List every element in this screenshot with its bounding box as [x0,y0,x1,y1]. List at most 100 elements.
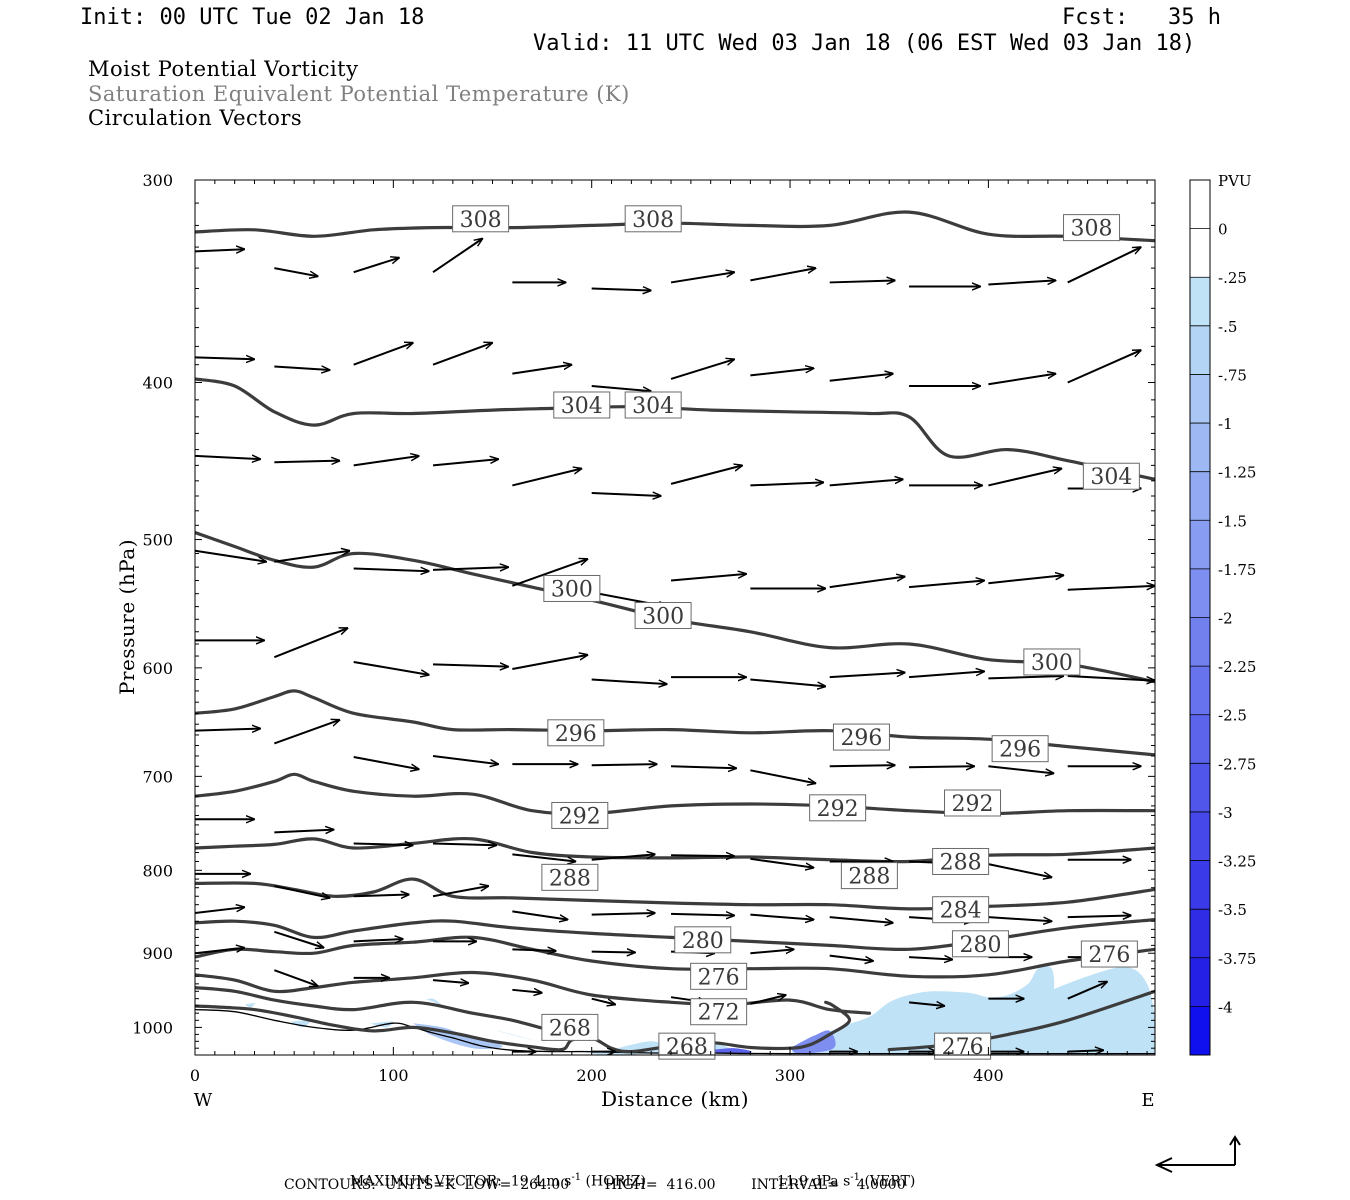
circulation-vector [432,754,498,764]
circulation-vector [988,280,1055,286]
circulation-vector [512,469,581,487]
colorbar-cell [1190,763,1210,812]
circulation-vector [908,581,984,589]
pv-region [244,1002,255,1008]
circulation-vector [671,855,734,856]
circulation-vector [432,664,508,666]
circulation-vector [750,678,825,686]
circulation-vector [353,568,429,571]
contour-label-text: 304 [632,394,674,419]
colorbar-cell [1190,617,1210,667]
horiz-tag: (HORIZ) [581,1173,646,1190]
contour-label-text: 268 [666,1035,708,1060]
colorbar-cell [1190,666,1210,715]
colorbar-cell [1190,1006,1210,1055]
y-tick-label: 700 [142,767,173,786]
colorbar-label: -1.75 [1218,561,1256,579]
circulation-vector [988,374,1055,386]
theta-contour [195,772,1155,816]
circulation-vector [671,766,736,768]
circulation-vector [512,655,587,671]
circulation-vector [750,949,794,953]
x-tick-label: 400 [973,1066,1004,1085]
max-vector-vert: 11.9 dPa s-1 (VERT) [768,1159,915,1189]
circulation-vector [195,948,245,955]
reference-vector-icon [1154,1135,1241,1173]
vert-exponent: -1 [850,1172,861,1183]
contour-label-text: 288 [940,850,982,875]
contour-label-text: 268 [549,1016,591,1041]
circulation-vector [750,913,813,920]
title-moist-pv: Moist Potential Vorticity [88,57,359,81]
colorbar-cell [1190,714,1210,764]
circulation-vector [670,574,746,582]
circulation-vector [671,914,734,916]
circulation-vector [432,886,489,898]
circulation-vector [195,357,255,359]
valid-time: Valid: 11 UTC Wed 03 Jan 18 (06 EST Wed … [533,31,1196,56]
contour-label-text: 292 [952,792,994,817]
contour-label-text: 292 [817,797,859,822]
colorbar-cell [1190,957,1210,1007]
y-tick-label: 400 [142,373,173,392]
contour-label-box [541,863,599,891]
contour-label-text: 276 [1088,943,1130,968]
circulation-vector [829,280,895,282]
circulation-vector [512,949,556,951]
circulation-vector [829,765,895,766]
contour-label-text: 272 [698,1001,740,1026]
circulation-vector [1067,1050,1104,1051]
contour-info: CONTOURS: UNITS=K LOW= 264.00 HIGH= 416.… [284,1177,906,1193]
circulation-vector [353,843,414,845]
contour-label: 288 [840,862,898,890]
circulation-vector [829,916,893,923]
contour-label-box [690,962,748,990]
contour-label-text: 292 [559,804,601,829]
circulation-vector [988,469,1061,487]
circulation-vector [591,997,616,1005]
colorbar-cell [1190,423,1210,472]
circulation-vector [591,288,652,290]
colorbar-cell [1190,277,1210,326]
colorbar-cell [1190,909,1210,958]
y-tick-label: 900 [142,944,173,963]
circulation-vector [432,567,508,570]
contour-label: 276 [934,1032,992,1060]
y-axis-label: Pressure (hPa) [115,539,139,695]
contour-label-text: 300 [1031,651,1073,676]
colorbar-label: -3.75 [1218,950,1256,968]
theta-contour [195,935,1155,979]
contour-label: 308 [1063,214,1121,242]
contour-label-text: 296 [555,722,597,747]
circulation-vector [908,671,984,679]
contour-label: 288 [932,847,990,875]
colorbar-cell [1190,325,1210,375]
contour-label: 288 [541,863,599,891]
contour-label-text: 288 [549,866,591,891]
contour-label-box [690,998,748,1026]
circulation-vector [274,366,330,370]
circulation-vector [195,907,245,915]
circulation-vector [512,559,587,587]
contour-label-box [991,735,1049,763]
contour-label-text: 280 [682,929,724,954]
circulation-vector [432,343,493,366]
theta-contour [195,986,554,1033]
circulation-vector [512,910,568,919]
circulation-vector [750,268,815,282]
circulation-vector [432,980,469,983]
pv-colorbar: 0 -.25 -.5 -.75 -1 -1.25 -1.5 -1.75 -2 -2.25 -2.5 -… [1189,179,1256,1056]
circulation-vector [353,343,414,366]
colorbar-cell [1190,568,1210,618]
contour-label-box [951,930,1009,958]
circulation-vector [274,930,324,948]
contour-label-text: 276 [942,1035,984,1060]
circulation-vector [432,843,496,845]
pv-region [790,966,1155,1055]
terrain-line [195,1008,1155,1055]
contour-label: 268 [541,1013,599,1041]
contour-labels: 308 308 308 304 304 304 300 300 300 296 296 296 292 2… [452,205,1140,1060]
circulation-vector [829,577,905,589]
circulation-vector [432,238,483,274]
